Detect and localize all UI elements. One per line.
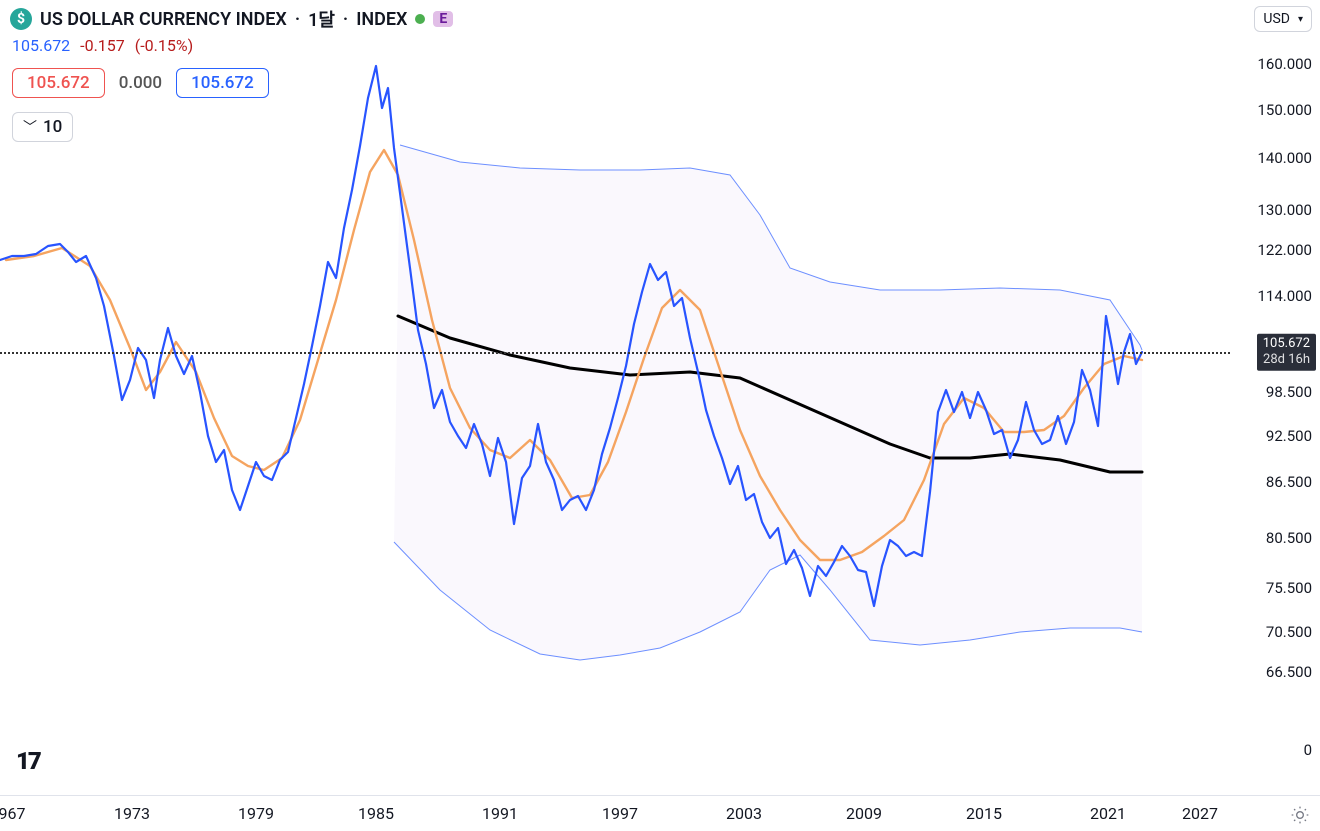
x-tick: 967: [0, 804, 25, 823]
price-tag-value: 105.672: [1263, 336, 1310, 352]
x-tick: 2021: [1090, 804, 1126, 823]
ohlc-row: 105.672 -0.157 (-0.15%): [12, 36, 193, 55]
x-tick: 1979: [238, 804, 274, 823]
x-tick: 1973: [114, 804, 150, 823]
last-price: 105.672: [12, 36, 70, 55]
dot-sep: ·: [295, 9, 300, 30]
y-tick: 92.500: [1266, 427, 1312, 445]
price-change-pct: (-0.15%): [135, 36, 193, 55]
symbol-title: US DOLLAR CURRENCY INDEX: [40, 9, 287, 30]
y-tick: 75.500: [1266, 579, 1312, 597]
symbol-header[interactable]: $ US DOLLAR CURRENCY INDEX · 1달 · INDEX …: [10, 6, 453, 32]
current-price-hline: [0, 352, 1230, 354]
chevron-down-icon: ﹀: [23, 117, 37, 137]
x-axis[interactable]: 967 1973 1979 1985 1991 1997 2003 2009 2015 2021 2…: [0, 795, 1320, 831]
x-tick: 1991: [482, 804, 518, 823]
price-axis-tag: 105.672 28d 16h: [1257, 334, 1316, 371]
gear-icon[interactable]: [1290, 805, 1310, 825]
y-tick: 98.500: [1266, 383, 1312, 401]
y-tick: 86.500: [1266, 473, 1312, 491]
chart-svg: [0, 0, 1230, 790]
y-tick: 130.000: [1257, 201, 1312, 219]
y-axis[interactable]: 105.672 28d 16h 160.000 150.000 140.000 130…: [1230, 0, 1320, 790]
x-tick: 1985: [358, 804, 394, 823]
interval-label: 1달: [308, 6, 335, 32]
dot-sep2: ·: [343, 9, 348, 30]
y-tick: 160.000: [1257, 55, 1312, 73]
y-tick: 150.000: [1257, 101, 1312, 119]
ohlc-pills: 105.672 0.000 105.672: [12, 68, 269, 98]
y-tick: 140.000: [1257, 149, 1312, 167]
y-tick: 0: [1304, 741, 1312, 759]
x-tick: 1997: [602, 804, 638, 823]
y-tick: 80.500: [1266, 529, 1312, 547]
symbol-icon: $: [10, 8, 32, 30]
open-pill[interactable]: 105.672: [12, 68, 105, 98]
mid-pill: 0.000: [115, 69, 166, 97]
y-tick: 114.000: [1257, 287, 1312, 305]
sma-period: 10: [43, 117, 62, 137]
extended-badge: E: [433, 11, 453, 27]
y-tick: 66.500: [1266, 663, 1312, 681]
x-tick: 2003: [726, 804, 762, 823]
indicator-sma-row[interactable]: ﹀ 10: [12, 112, 73, 142]
x-tick: 2009: [846, 804, 882, 823]
y-tick: 122.000: [1257, 241, 1312, 259]
chart-canvas[interactable]: [0, 0, 1230, 790]
close-pill[interactable]: 105.672: [176, 68, 269, 98]
price-change: -0.157: [80, 36, 125, 55]
tradingview-logo: 17: [16, 747, 40, 775]
y-tick: 70.500: [1266, 623, 1312, 641]
exchange-label: INDEX: [356, 9, 407, 30]
price-tag-countdown: 28d 16h: [1263, 352, 1310, 368]
x-tick: 2015: [966, 804, 1002, 823]
x-tick: 2027: [1182, 804, 1218, 823]
market-status-icon: [415, 14, 425, 24]
